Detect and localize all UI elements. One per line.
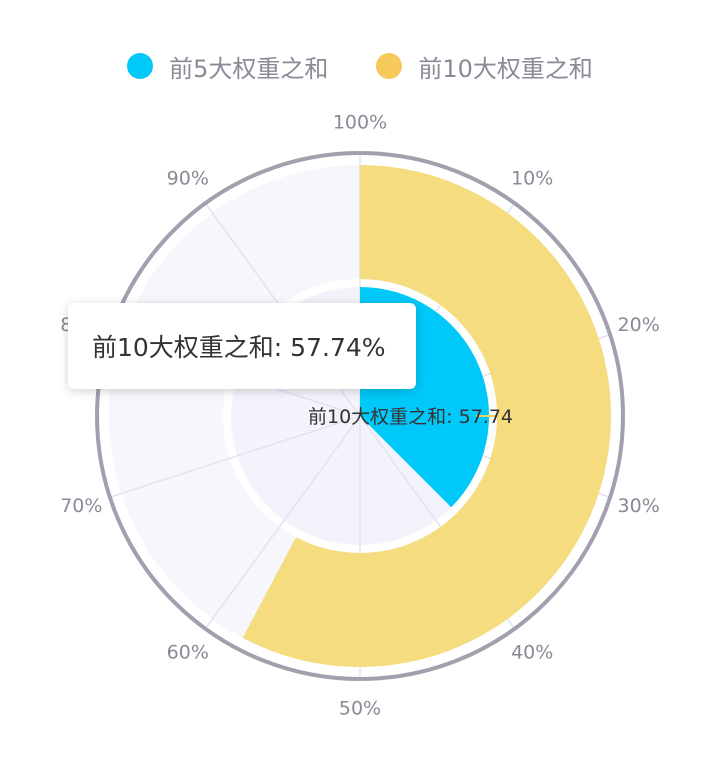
outer-axis-ring (95, 151, 625, 681)
legend-swatch-top5 (127, 53, 154, 79)
legend-item-top5[interactable]: 前5大权重之和 (127, 49, 328, 84)
tick-label-3: 30% (618, 495, 660, 517)
tick-label-7: 70% (60, 495, 102, 517)
legend: 前5大权重之和 前10大权重之和 (0, 46, 720, 86)
tick-label-6: 60% (167, 642, 209, 664)
grid-line-6 (205, 415, 361, 628)
legend-label-top5: 前5大权重之和 (169, 54, 329, 83)
tick-label-0: 100% (333, 112, 387, 134)
legend-item-top10[interactable]: 前10大权重之和 (376, 49, 593, 84)
tick-label-5: 50% (339, 698, 381, 720)
tick-label-2: 20% (618, 314, 660, 336)
tooltip: 前10大权重之和: 57.74% (68, 303, 416, 389)
grid-line-7 (111, 415, 361, 498)
tick-label-4: 40% (511, 642, 553, 664)
tick-label-1: 10% (511, 167, 553, 189)
legend-label-top10: 前10大权重之和 (418, 54, 593, 83)
data-label: 前10大权重之和: 57.74 (308, 406, 513, 428)
tooltip-text: 前10大权重之和: 57.74% (92, 333, 386, 362)
legend-swatch-top10 (376, 53, 403, 79)
tick-label-9: 90% (167, 167, 209, 189)
bar-top10[interactable] (242, 165, 612, 667)
